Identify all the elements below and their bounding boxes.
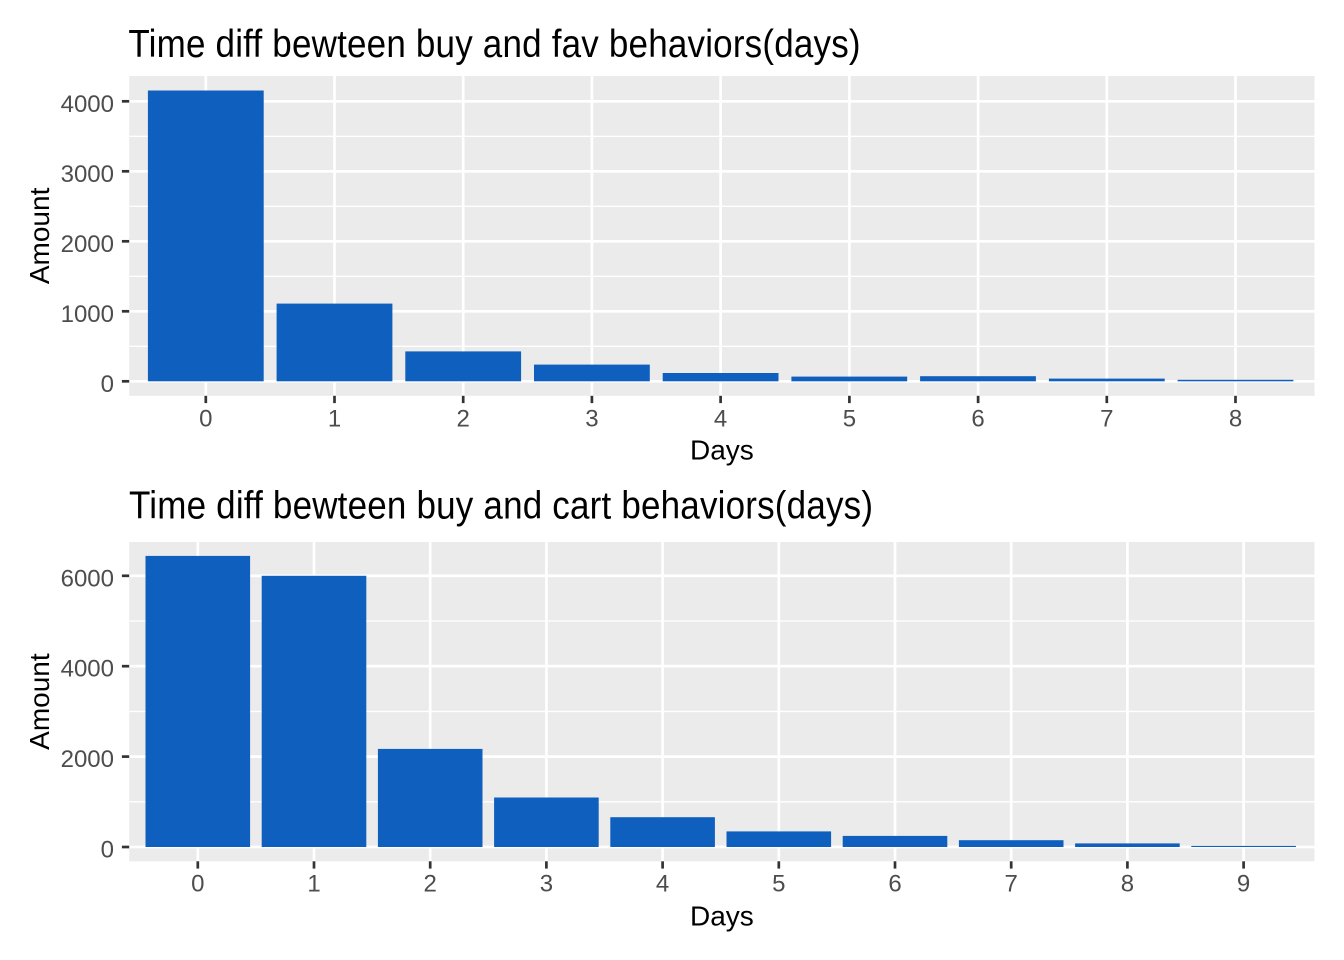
svg-text:1: 1 bbox=[328, 405, 341, 432]
svg-text:2: 2 bbox=[457, 405, 470, 432]
svg-text:7: 7 bbox=[1005, 871, 1018, 898]
svg-text:5: 5 bbox=[772, 871, 785, 898]
svg-text:0: 0 bbox=[191, 871, 204, 898]
svg-text:Time diff bewteen buy and cart: Time diff bewteen buy and cart behaviors… bbox=[129, 483, 873, 527]
svg-text:3: 3 bbox=[540, 871, 553, 898]
svg-text:3: 3 bbox=[585, 405, 598, 432]
svg-text:1000: 1000 bbox=[61, 301, 114, 328]
svg-text:8: 8 bbox=[1229, 405, 1242, 432]
svg-text:Days: Days bbox=[690, 901, 754, 932]
svg-text:0: 0 bbox=[101, 371, 114, 398]
svg-text:7: 7 bbox=[1100, 405, 1113, 432]
svg-text:4: 4 bbox=[656, 871, 669, 898]
svg-text:2000: 2000 bbox=[61, 746, 114, 773]
svg-text:Time diff bewteen buy and fav: Time diff bewteen buy and fav behaviors(… bbox=[128, 21, 860, 65]
svg-text:Amount: Amount bbox=[24, 653, 55, 750]
svg-text:6: 6 bbox=[971, 405, 984, 432]
svg-text:Amount: Amount bbox=[24, 187, 55, 284]
svg-text:0: 0 bbox=[101, 837, 114, 864]
svg-text:6: 6 bbox=[888, 871, 901, 898]
svg-text:6000: 6000 bbox=[61, 565, 114, 592]
svg-text:9: 9 bbox=[1237, 871, 1250, 898]
svg-text:8: 8 bbox=[1121, 871, 1134, 898]
svg-text:1: 1 bbox=[307, 871, 320, 898]
svg-text:0: 0 bbox=[199, 405, 212, 432]
svg-text:2: 2 bbox=[424, 871, 437, 898]
svg-text:4000: 4000 bbox=[61, 656, 114, 683]
svg-text:3000: 3000 bbox=[61, 161, 114, 188]
svg-text:Days: Days bbox=[690, 434, 754, 465]
svg-text:5: 5 bbox=[843, 405, 856, 432]
svg-text:4: 4 bbox=[714, 405, 727, 432]
svg-text:2000: 2000 bbox=[61, 231, 114, 258]
svg-text:4000: 4000 bbox=[61, 91, 114, 118]
